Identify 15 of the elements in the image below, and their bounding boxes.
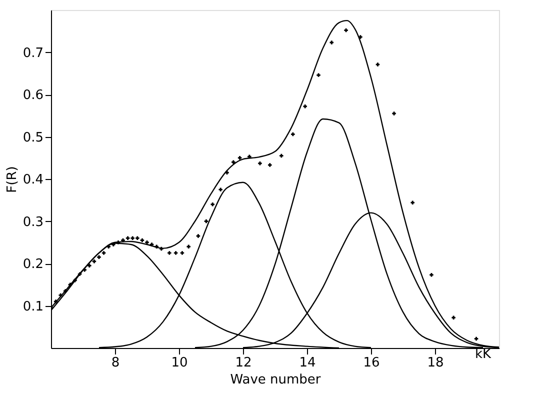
x-axis-title: Wave number	[230, 372, 322, 388]
y-tick-label: 0.5	[22, 130, 44, 146]
y-tick-label: 0.2	[22, 257, 44, 272]
x-tick-label: 18	[427, 356, 444, 370]
x-tick-label: 16	[363, 356, 380, 370]
x-tick-label: 14	[299, 356, 316, 370]
x-tick-label: 12	[235, 356, 252, 370]
x-tick-label: 10	[171, 356, 188, 370]
y-tick-label: 0.3	[22, 214, 44, 230]
y-tick-label: 0.6	[22, 88, 44, 103]
y-axis-title: F(R)	[4, 166, 20, 193]
y-tick-label: 0.7	[22, 46, 44, 61]
x-tick-label: 8	[111, 356, 120, 370]
y-tick-label: 0.1	[22, 299, 44, 314]
y-tick-label: 0.4	[22, 172, 44, 188]
